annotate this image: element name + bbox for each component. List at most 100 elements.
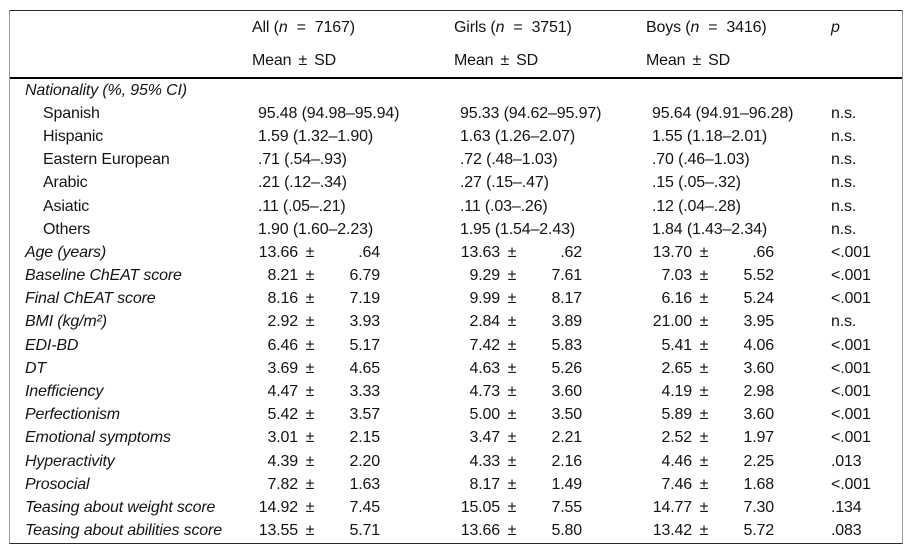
- subheader-girls-meansd: Mean ± SD: [454, 52, 646, 70]
- value-ci: 1.55 (1.18–2.01): [652, 127, 768, 145]
- mean-value: 4.19: [661, 383, 692, 401]
- sd-value: 3.57: [349, 406, 380, 424]
- sd-value: 5.72: [743, 522, 774, 540]
- table-row: Teasing about abilities score 13.55 ±5.71 1…: [10, 520, 902, 543]
- cell-boys: 2.52 ±1.97: [646, 429, 831, 447]
- table-row: Baseline ChEAT score 8.21 ±6.79 9.29 ±7.61 7.…: [10, 265, 902, 288]
- plus-minus-symbol: ±: [507, 475, 517, 493]
- plus-minus-symbol: ±: [692, 51, 702, 69]
- plus-minus-symbol: ±: [507, 498, 517, 516]
- cell-girls: .72 (.48–1.03): [454, 151, 646, 169]
- mean-value: 4.33: [469, 452, 500, 470]
- sd-value: 2.25: [743, 452, 774, 470]
- sd-label: SD: [516, 51, 539, 69]
- row-label: DT: [25, 359, 47, 377]
- table-row: Inefficiency 4.47 ±3.33 4.73 ±3.60 4.19 ±2.98 <…: [10, 380, 902, 403]
- sd-value: 6.79: [349, 267, 380, 285]
- cell-girls: 3.47 ±2.21: [454, 429, 646, 447]
- sd-label: SD: [314, 51, 337, 69]
- cell-boys: 21.00 ±3.95: [646, 313, 831, 331]
- cell-boys: 5.41 ±4.06: [646, 337, 831, 355]
- row-label: Age (years): [25, 243, 107, 261]
- plus-minus-symbol: ±: [305, 313, 315, 331]
- cell-all: 5.42 ±3.57: [252, 406, 454, 424]
- mean-value: 13.70: [652, 243, 692, 261]
- sd-value: 5.80: [551, 522, 582, 540]
- value-mean-sd: 8.16 ±7.19: [252, 290, 380, 308]
- header-stat-row: Mean ± SD Mean ± SD Mean ± SD: [10, 44, 902, 77]
- cell-boys: 5.89 ±3.60: [646, 406, 831, 424]
- value-mean-sd: 3.69 ±4.65: [252, 360, 380, 378]
- sd-value: 2.16: [551, 452, 582, 470]
- mean-value: 14.77: [652, 498, 692, 516]
- sd-value: 2.20: [349, 452, 380, 470]
- sd-value: 3.33: [349, 383, 380, 401]
- equals-sign: =: [296, 18, 306, 36]
- sd-value: 5.26: [551, 359, 582, 377]
- plus-minus-symbol: ±: [305, 452, 315, 470]
- cell-all: 95.48 (94.98–95.94): [252, 105, 454, 123]
- value-ci: 1.59 (1.32–1.90): [258, 127, 374, 145]
- plus-minus-symbol: ±: [305, 406, 315, 424]
- row-label: Spanish: [43, 104, 100, 122]
- cell-p: n.s.: [831, 151, 857, 169]
- cell-girls: 4.63 ±5.26: [454, 360, 646, 378]
- value-mean-sd: 4.47 ±3.33: [252, 383, 380, 401]
- table-row: BMI (kg/m²) 2.92 ±3.93 2.84 ±3.89 21.00 ±3.95 n…: [10, 311, 902, 334]
- cell-boys: 13.70 ± .66: [646, 244, 831, 262]
- value-ci: .70 (.46–1.03): [652, 151, 750, 169]
- plus-minus-symbol: ±: [305, 243, 315, 261]
- table-row: EDI-BD 6.46 ±5.17 7.42 ±5.83 5.41 ±4.06 <.001: [10, 334, 902, 357]
- value-mean-sd: 2.92 ±3.93: [252, 313, 380, 331]
- value-mean-sd: 8.21 ±6.79: [252, 267, 380, 285]
- sd-value: 5.17: [349, 336, 380, 354]
- sd-value: 2.21: [551, 429, 582, 447]
- sd-value: .62: [560, 243, 582, 261]
- cell-all: 6.46 ±5.17: [252, 337, 454, 355]
- mean-value: 4.63: [469, 359, 500, 377]
- mean-value: 7.03: [661, 267, 692, 285]
- mean-value: 5.89: [661, 406, 692, 424]
- plus-minus-symbol: ±: [699, 498, 709, 516]
- mean-value: 4.73: [469, 383, 500, 401]
- mean-value: 9.29: [469, 267, 500, 285]
- row-label: Emotional symptoms: [25, 429, 171, 447]
- plus-minus-symbol: ±: [500, 51, 510, 69]
- cell-girls: 2.84 ±3.89: [454, 313, 646, 331]
- cell-boys: .12 (.04–.28): [646, 198, 831, 216]
- cell-girls: 13.63 ± .62: [454, 244, 646, 262]
- value-mean-sd: 6.46 ±5.17: [252, 337, 380, 355]
- sd-value: 5.52: [743, 267, 774, 285]
- value-ci: .72 (.48–1.03): [460, 151, 558, 169]
- cell-boys: 6.16 ±5.24: [646, 290, 831, 308]
- plus-minus-symbol: ±: [305, 383, 315, 401]
- sd-value: 3.60: [743, 406, 774, 424]
- col-header-all: All (n = 7167): [252, 19, 454, 37]
- mean-value: 15.05: [460, 498, 500, 516]
- table-row: Others 1.90 (1.60–2.23) 1.95 (1.54–2.43) 1.…: [10, 218, 902, 241]
- plus-minus-symbol: ±: [298, 51, 308, 69]
- sd-value: 5.24: [743, 290, 774, 308]
- value-mean-sd: 7.82 ±1.63: [252, 476, 380, 494]
- table-body: Nationality (%, 95% CI) Spanish 95.48 (94.…: [10, 79, 902, 543]
- mean-value: 6.16: [661, 290, 692, 308]
- subheader-all-meansd: Mean ± SD: [252, 52, 454, 70]
- plus-minus-symbol: ±: [699, 475, 709, 493]
- plus-minus-symbol: ±: [305, 290, 315, 308]
- value-mean-sd: 2.65 ±3.60: [646, 360, 774, 378]
- value-mean-sd: 15.05 ±7.55: [454, 499, 582, 517]
- row-label: Eastern European: [43, 151, 170, 169]
- p-label: p: [831, 18, 840, 36]
- cell-boys: 95.64 (94.91–96.28): [646, 105, 831, 123]
- cell-boys: 7.03 ±5.52: [646, 267, 831, 285]
- value-mean-sd: 9.29 ±7.61: [454, 267, 582, 285]
- col-header-all-n: 7167): [314, 18, 355, 36]
- cell-girls: 13.66 ±5.80: [454, 522, 646, 540]
- plus-minus-symbol: ±: [699, 522, 709, 540]
- mean-value: 3.69: [267, 359, 298, 377]
- table-row: Eastern European .71 (.54–.93) .72 (.48–1.…: [10, 149, 902, 172]
- mean-value: 5.42: [267, 406, 298, 424]
- mean-value: 6.46: [267, 336, 298, 354]
- row-label: Final ChEAT score: [25, 290, 156, 308]
- mean-value: 4.46: [661, 452, 692, 470]
